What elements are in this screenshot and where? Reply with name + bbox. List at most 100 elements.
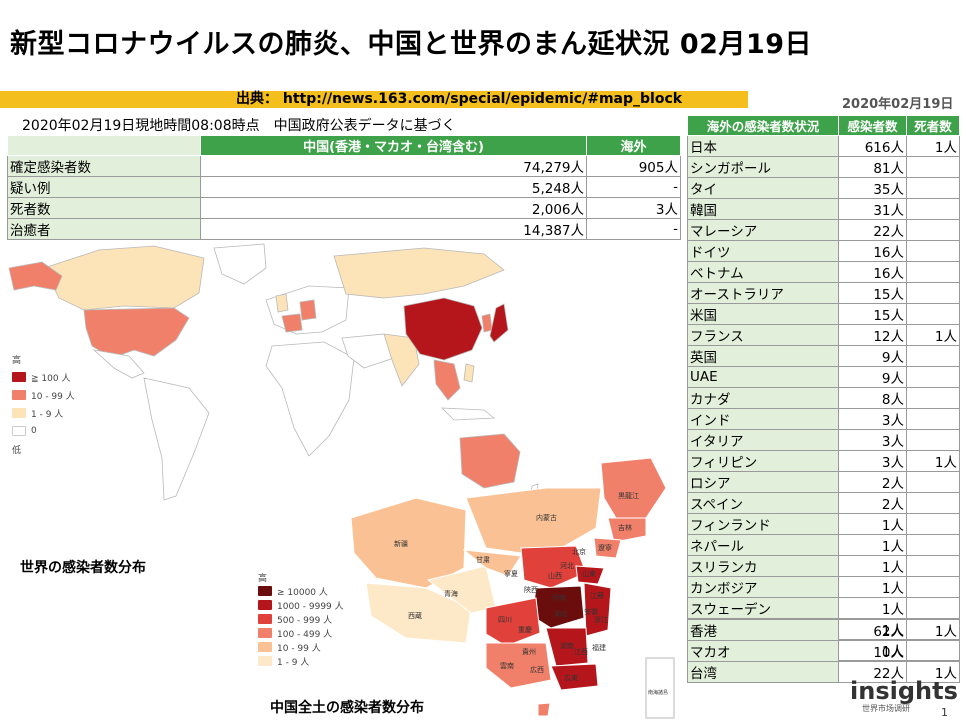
china-legend-swatch xyxy=(258,642,272,652)
summary-table: 中国(香港・マカオ・台湾含む) 海外 確定感染者数 74,279人 905人 疑い例 5… xyxy=(7,135,681,240)
country-cases: 9人 xyxy=(838,366,907,388)
country-row: ドイツ 16人 xyxy=(687,240,960,262)
country-row: フィリピン 3人 1人 xyxy=(687,450,960,472)
country-cases: 16人 xyxy=(838,261,907,283)
country-name: スウェーデン xyxy=(687,597,839,619)
map-france xyxy=(281,313,303,333)
china-legend-item: ≥ 10000 人 xyxy=(258,584,344,598)
china-legend-swatch xyxy=(258,600,272,610)
map-australia xyxy=(459,433,521,489)
world-legend-swatch xyxy=(12,372,26,382)
country-deaths xyxy=(906,366,960,388)
country-cases: 31人 xyxy=(838,198,907,220)
province-label: 内蒙古 xyxy=(536,513,557,522)
country-cases: 35人 xyxy=(838,177,907,199)
province-label: 雲南 xyxy=(500,661,514,670)
country-deaths xyxy=(906,303,960,325)
country-name: スペイン xyxy=(687,492,839,514)
province-label: 山東 xyxy=(582,569,596,578)
country-deaths xyxy=(906,408,960,430)
summary-row: 確定感染者数 74,279人 905人 xyxy=(7,155,681,177)
country-table: 海外の感染者数状況 感染者数 死者数 日本 616人 1人 シンガポール 81人 タイ 35… xyxy=(687,115,960,661)
page-number: 1 xyxy=(941,706,948,719)
province-label: 重慶 xyxy=(518,625,532,634)
map-middle-east xyxy=(341,333,395,369)
country-deaths xyxy=(906,387,960,409)
country-name: カンボジア xyxy=(687,576,839,598)
country-deaths xyxy=(906,345,960,367)
province-label: 江西 xyxy=(574,648,588,656)
map-gansu xyxy=(462,549,522,577)
china-legend-swatch xyxy=(258,614,272,624)
china-legend-item: 10 - 99 人 xyxy=(258,640,344,654)
country-row: 米国 15人 xyxy=(687,303,960,325)
country-name: イタリア xyxy=(687,429,839,451)
map-mexico xyxy=(92,349,145,379)
country-row: フィンランド 1人 xyxy=(687,513,960,535)
province-label: 広西 xyxy=(530,665,544,674)
south-sea-inset xyxy=(645,657,675,719)
world-legend-low: 低 xyxy=(12,445,22,456)
country-name: インド xyxy=(687,408,839,430)
country-row: ネパール 1人 xyxy=(687,534,960,556)
province-label: 遼寧 xyxy=(598,543,612,552)
country-deaths xyxy=(906,534,960,556)
region-cases: 62人 xyxy=(838,619,907,641)
country-row: イタリア 3人 xyxy=(687,429,960,451)
map-se-asia xyxy=(433,359,461,401)
summary-overseas-value: 3人 xyxy=(586,197,681,219)
region-deaths: 1人 xyxy=(906,619,960,641)
summary-label: 疑い例 xyxy=(7,176,201,198)
china-legend-item: 100 - 499 人 xyxy=(258,626,344,640)
country-name: フィリピン xyxy=(687,450,839,472)
country-cases: 3人 xyxy=(838,429,907,451)
country-name: ネパール xyxy=(687,534,839,556)
summary-overseas-value: - xyxy=(586,176,681,198)
country-name: オーストラリア xyxy=(687,282,839,304)
province-label: 黒龍江 xyxy=(618,491,639,500)
country-deaths xyxy=(906,492,960,514)
country-name: ベトナム xyxy=(687,261,839,283)
region-name: 香港 xyxy=(687,619,839,641)
summary-label: 死者数 xyxy=(7,197,201,219)
map-sichuan-chongqing xyxy=(485,597,541,647)
map-indonesia xyxy=(440,407,496,421)
country-cases: 9人 xyxy=(838,345,907,367)
country-cases: 2人 xyxy=(838,492,907,514)
country-row: フランス 12人 1人 xyxy=(687,324,960,346)
country-row: シンガポール 81人 xyxy=(687,156,960,178)
country-name: ロシア xyxy=(687,471,839,493)
region-deaths xyxy=(906,640,960,662)
region-row: 台湾 22人 1人 xyxy=(687,661,960,683)
province-label: 河北 xyxy=(560,562,574,570)
map-germany xyxy=(299,299,317,321)
country-name: フィンランド xyxy=(687,513,839,535)
world-legend-swatch xyxy=(12,426,26,436)
country-row: 日本 616人 1人 xyxy=(687,135,960,157)
country-name: タイ xyxy=(687,177,839,199)
map-canada xyxy=(43,245,205,311)
country-header-deaths: 死者数 xyxy=(906,115,960,136)
china-legend-item: 1000 - 9999 人 xyxy=(258,598,344,612)
summary-row: 死者数 2,006人 3人 xyxy=(7,197,681,219)
province-label: 北京 xyxy=(572,547,586,556)
world-legend-item: ≧ 100 人 xyxy=(12,368,75,386)
summary-row: 疑い例 5,248人 - xyxy=(7,176,681,198)
province-label: 広東 xyxy=(564,673,578,682)
map-korea xyxy=(481,313,493,333)
country-deaths xyxy=(906,282,960,304)
country-row: タイ 35人 xyxy=(687,177,960,199)
country-name: 米国 xyxy=(687,303,839,325)
country-deaths xyxy=(906,429,960,451)
map-tibet xyxy=(365,582,472,644)
world-legend-label: ≧ 100 人 xyxy=(31,373,71,384)
country-deaths xyxy=(906,198,960,220)
summary-china-value: 5,248人 xyxy=(199,176,588,198)
country-deaths xyxy=(906,576,960,598)
world-legend-item: 10 - 99 人 xyxy=(12,386,75,404)
page-title: 新型コロナウイルスの肺炎、中国と世界のまん延状況 02月19日 xyxy=(10,29,813,60)
china-legend-high: 高 xyxy=(258,573,268,584)
china-legend-swatch xyxy=(258,586,272,596)
region-row: マカオ 10人 xyxy=(687,640,960,662)
